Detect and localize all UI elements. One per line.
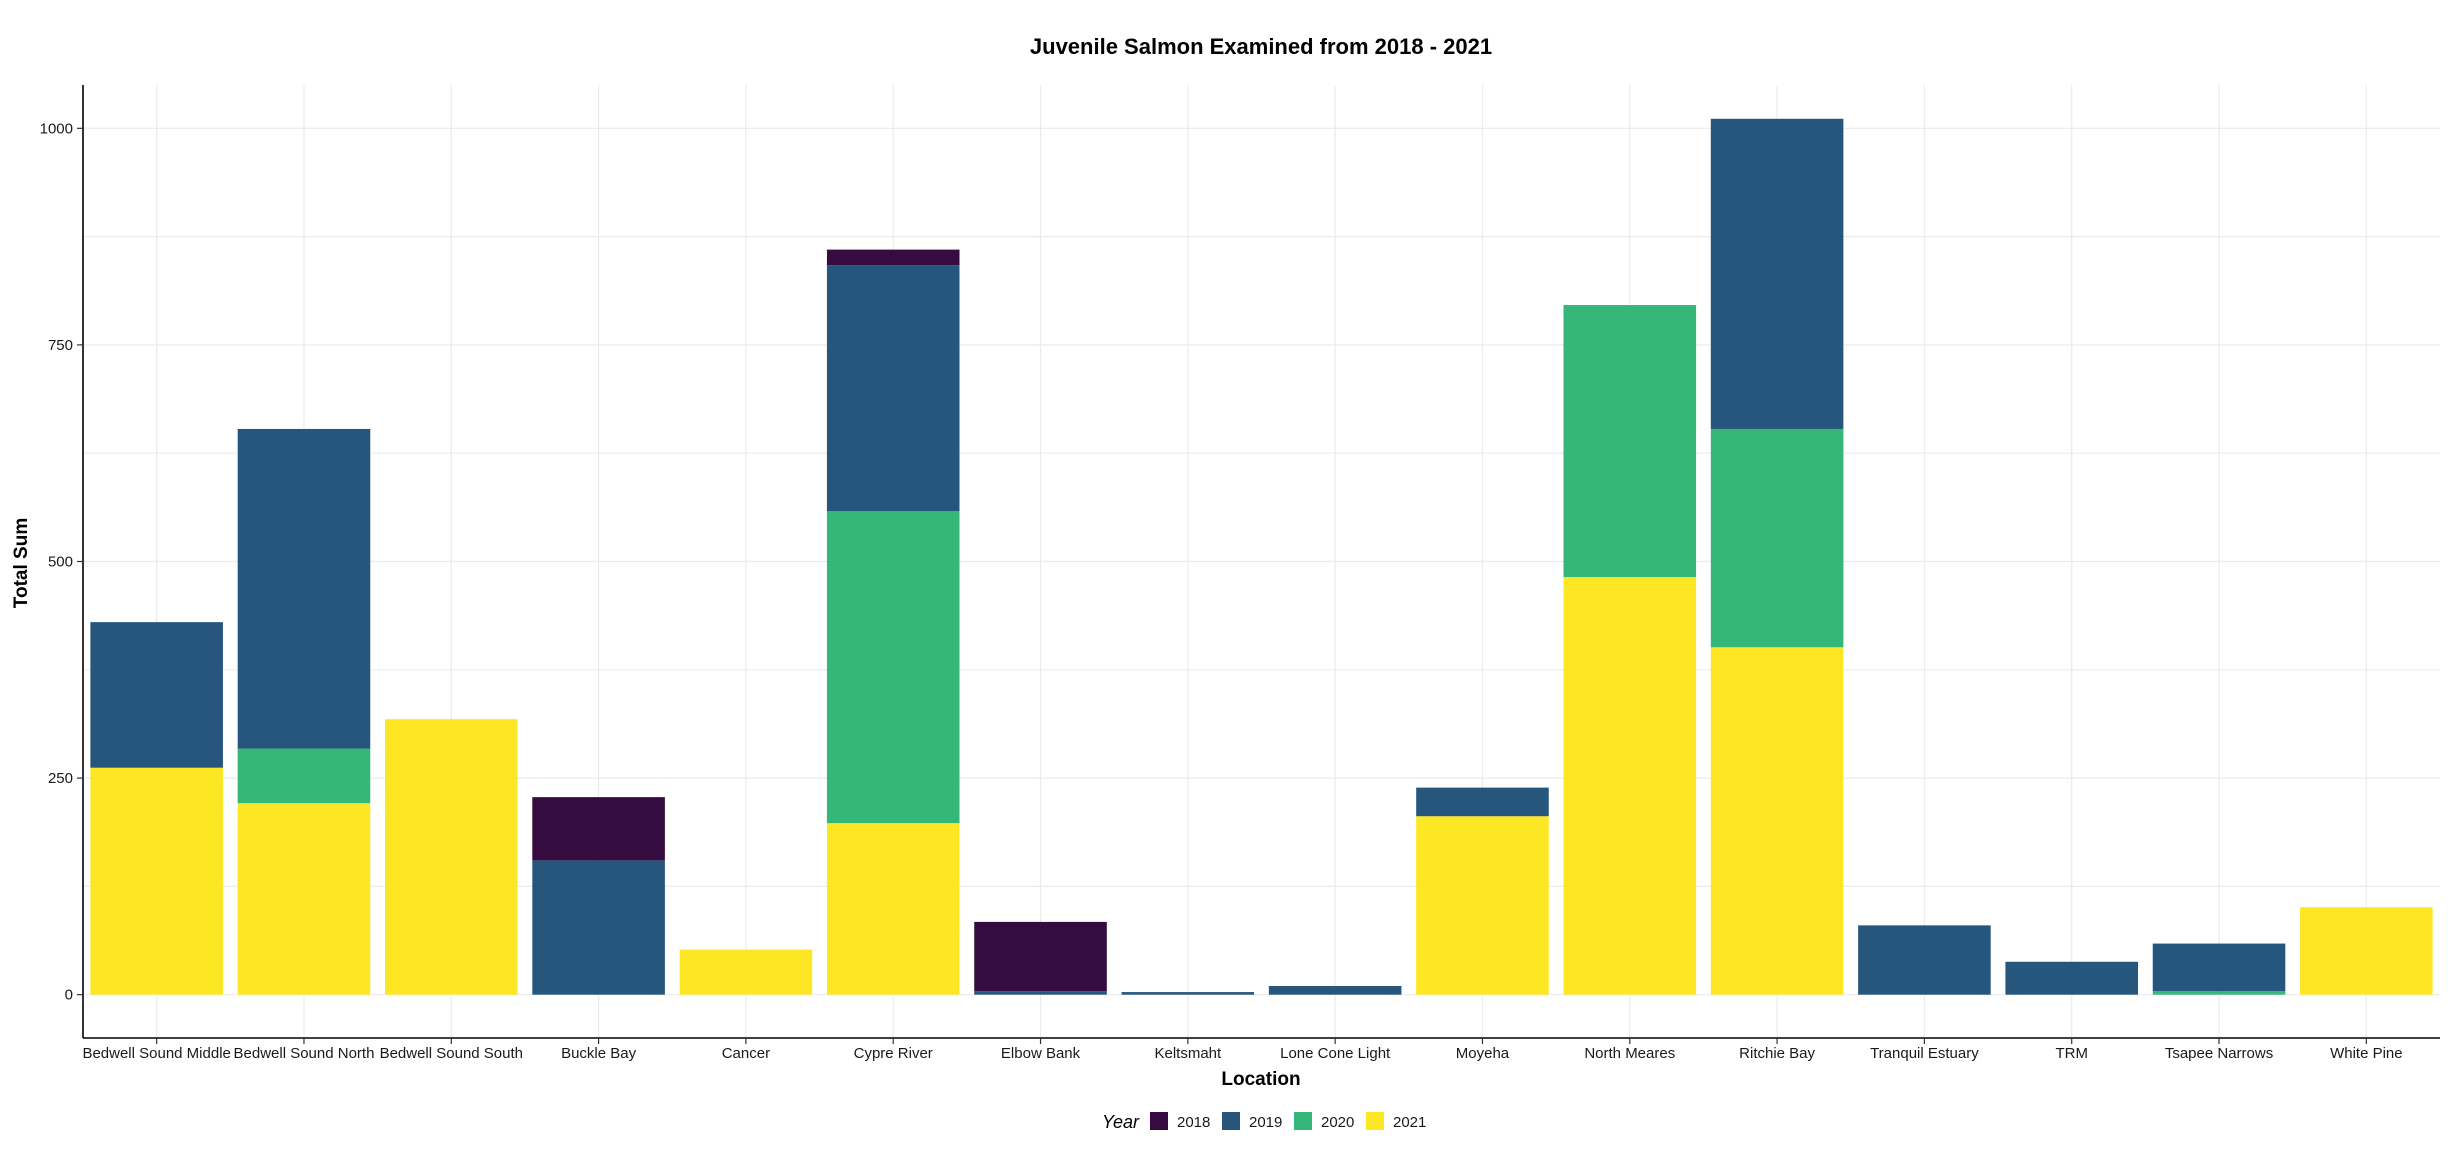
legend-title: Year [1102,1112,1140,1132]
y-tick-label: 250 [48,770,73,787]
legend-label: 2018 [1177,1114,1210,1131]
legend-swatch-2021 [1366,1112,1384,1130]
bar-segment-2019 [90,622,223,768]
legend-swatch-2018 [1150,1112,1168,1130]
bar-segment-2021 [826,823,960,995]
bar-segment-2019 [2005,961,2139,995]
bar-segment-2021 [237,803,371,995]
y-axis-title: Total Sum [11,518,32,608]
bar-segment-2021 [1710,647,1844,995]
x-tick-label: Cypre River [854,1045,933,1062]
x-tick-label: Bedwell Sound North [234,1045,375,1062]
bars [90,118,2433,995]
bar-segment-2019 [974,991,1107,995]
bar-segment-2019 [826,265,960,512]
x-tick-label: Cancer [722,1045,770,1062]
x-tick-label: Buckle Bay [561,1045,637,1062]
bar-segment-2019 [1710,118,1844,429]
bar-segment-2021 [1563,577,1697,995]
x-axis-title: Location [1221,1069,1300,1090]
x-tick-label: Tranquil Estuary [1870,1045,1979,1062]
x-tick-label: TRM [2055,1045,2088,1062]
x-tick-label: Moyeha [1456,1045,1510,1062]
bar-segment-2019 [237,428,371,749]
legend-label: 2019 [1249,1114,1282,1131]
bar-segment-2018 [826,249,960,266]
y-tick-label: 500 [48,554,73,571]
legend: Year 2018 2019 2020 2021 [1102,1112,1426,1132]
bar-segment-2019 [1268,986,1402,995]
y-axis-ticks: 0 250 500 750 1000 [40,120,83,1004]
bar-segment-2021 [90,767,223,995]
x-tick-label: Tsapee Narrows [2165,1045,2273,1062]
bar-segment-2019 [1858,925,1991,995]
bar-segment-2019 [2152,943,2286,992]
x-tick-label: White Pine [2330,1045,2403,1062]
bar-segment-2019 [1121,992,1255,995]
legend-swatch-2019 [1222,1112,1240,1130]
x-tick-label: Bedwell Sound South [380,1045,523,1062]
chart-title: Juvenile Salmon Examined from 2018 - 202… [1030,34,1492,59]
bar-segment-2019 [532,860,665,995]
bar-segment-2019 [1416,787,1549,817]
x-tick-label: Ritchie Bay [1739,1045,1815,1062]
bar-segment-2021 [1416,816,1549,995]
bar-segment-2018 [532,797,665,861]
legend-items: 2018 2019 2020 2021 [1150,1112,1426,1131]
bar-segment-2021 [384,719,518,995]
y-tick-label: 750 [48,337,73,354]
legend-label: 2021 [1393,1114,1426,1131]
bar-segment-2020 [237,748,371,804]
legend-label: 2020 [1321,1114,1354,1131]
x-tick-label: Bedwell Sound Middle [82,1045,230,1062]
bar-segment-2018 [974,921,1107,992]
bar-segment-2021 [679,949,813,995]
bar-segment-2020 [826,511,960,824]
legend-swatch-2020 [1294,1112,1312,1130]
bar-segment-2020 [2152,991,2286,995]
x-tick-label: North Meares [1584,1045,1675,1062]
bar-segment-2020 [1563,305,1697,578]
y-tick-label: 1000 [40,120,73,137]
y-tick-label: 0 [65,987,73,1004]
bar-segment-2021 [2300,907,2433,995]
x-tick-label: Keltsmaht [1154,1045,1222,1062]
bar-segment-2020 [1710,428,1844,648]
x-tick-label: Elbow Bank [1001,1045,1081,1062]
x-axis-ticks: Bedwell Sound Middle Bedwell Sound North B… [82,1038,2403,1062]
x-tick-label: Lone Cone Light [1280,1045,1391,1062]
